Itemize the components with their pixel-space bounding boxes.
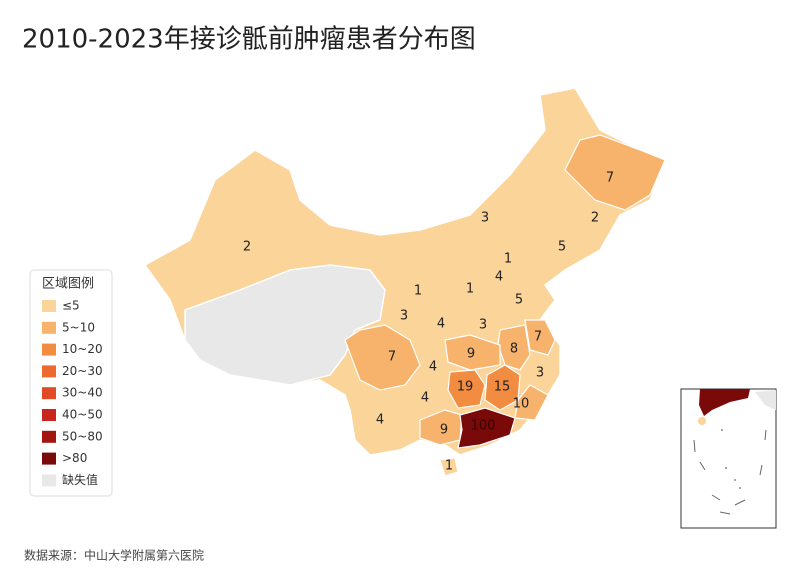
region <box>414 388 436 408</box>
region-value: 9 <box>440 423 448 438</box>
region-value: 8 <box>510 342 518 357</box>
region-value: 5 <box>558 240 566 255</box>
region-value: 3 <box>400 309 408 324</box>
region <box>474 208 496 228</box>
region <box>472 315 494 335</box>
missing-region <box>184 264 386 386</box>
region-value: 19 <box>457 380 474 395</box>
region-value: 4 <box>495 270 503 285</box>
region <box>497 249 519 269</box>
region <box>584 208 606 228</box>
region <box>524 319 556 356</box>
region-value: 7 <box>388 350 396 365</box>
region <box>393 306 415 326</box>
region <box>457 407 516 449</box>
legend-swatch <box>42 300 56 312</box>
region-value: 4 <box>376 413 384 428</box>
region <box>407 281 429 301</box>
legend-swatch <box>42 430 56 443</box>
region <box>447 369 486 409</box>
region-value: 1 <box>504 252 512 267</box>
region-value: 4 <box>421 391 429 406</box>
region-value: 1 <box>466 282 474 297</box>
region <box>369 410 391 430</box>
region <box>508 290 530 310</box>
region-value: 100 <box>471 419 496 434</box>
legend-label: ≤5 <box>62 299 80 313</box>
region <box>529 363 551 383</box>
region-value: 3 <box>481 211 489 226</box>
legend-swatch <box>42 474 56 487</box>
region <box>439 457 459 477</box>
source-note: 数据来源：中山大学附属第六医院 <box>24 548 204 563</box>
region <box>236 237 258 257</box>
region-value: 3 <box>536 366 544 381</box>
region <box>564 134 666 211</box>
legend-label: 20~30 <box>62 364 103 378</box>
region <box>344 324 421 391</box>
region <box>422 357 444 377</box>
region-value: 2 <box>243 240 251 255</box>
legend-label: 缺失值 <box>62 472 98 487</box>
region-value: 9 <box>467 347 475 362</box>
legend-label: 40~50 <box>62 408 103 422</box>
legend-swatch <box>42 321 56 334</box>
legend-label: 50~80 <box>62 429 103 443</box>
region-value: 5 <box>515 293 523 308</box>
region-value: 7 <box>534 330 542 345</box>
region <box>514 384 549 421</box>
region <box>444 334 501 371</box>
legend-swatch <box>42 387 56 400</box>
legend-label: 30~40 <box>62 386 103 400</box>
region-value: 3 <box>479 318 487 333</box>
legend-title: 区域图例 <box>42 277 94 292</box>
region <box>551 237 573 257</box>
legend-label: 10~20 <box>62 342 103 356</box>
regions <box>236 134 666 477</box>
region-value: 4 <box>437 317 445 332</box>
legend-swatch <box>42 343 56 356</box>
legend-label: 5~10 <box>62 320 95 334</box>
title: 2010-2023年接诊骶前肿瘤患者分布图 <box>22 25 476 55</box>
region <box>488 267 510 287</box>
legend-swatch <box>42 409 56 421</box>
region-value: 1 <box>445 459 453 474</box>
region-value: 2 <box>591 211 599 226</box>
region-value: 15 <box>494 380 511 395</box>
legend-swatch <box>42 452 56 465</box>
region-value: 1 <box>414 284 422 299</box>
region-value: 10 <box>513 397 530 412</box>
region-value: 4 <box>429 360 437 375</box>
legend: 区域图例 ≤5 5~10 10~20 20~30 30~40 40~50 50~80 >80 缺… <box>29 269 113 497</box>
legend-swatch <box>42 365 56 378</box>
inset-map <box>680 388 777 529</box>
region-value: 7 <box>606 171 614 186</box>
region <box>459 279 481 299</box>
legend-label: >80 <box>62 451 87 465</box>
region <box>430 314 452 334</box>
